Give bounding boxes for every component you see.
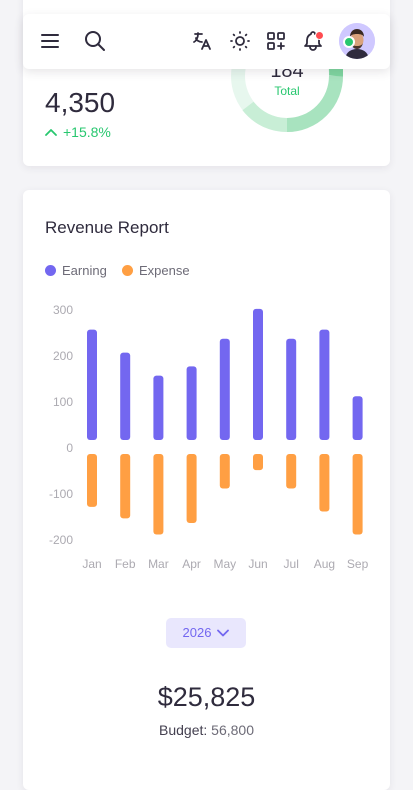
earning-bar[interactable]: [319, 329, 330, 440]
stat-value: 4,350: [45, 87, 116, 118]
card-title: Revenue Report: [45, 218, 169, 237]
revenue-report-card: Revenue Report Earning Expense 300 200 100…: [23, 190, 390, 790]
avatar[interactable]: [339, 23, 375, 59]
earning-bar[interactable]: [352, 396, 363, 440]
expense-bar[interactable]: [319, 454, 330, 512]
year-label: 2026: [182, 625, 212, 640]
donut-segment: [286, 75, 343, 132]
expense-bar[interactable]: [352, 454, 363, 535]
earning-bar[interactable]: [286, 338, 297, 440]
expense-bar[interactable]: [87, 454, 97, 507]
earning-bar[interactable]: [153, 375, 164, 440]
menu-icon[interactable]: [38, 29, 62, 53]
donut-label: Total: [274, 84, 300, 98]
donut-segment: [242, 101, 288, 132]
x-tick-label: May: [213, 557, 236, 571]
trend-indicator: +15.8%: [45, 124, 111, 140]
trend-value: +15.8%: [63, 124, 111, 140]
earning-bar[interactable]: [186, 366, 197, 440]
legend-label: Earning: [62, 263, 107, 278]
legend-expense[interactable]: Expense: [122, 263, 190, 278]
x-tick-label: Mar: [148, 557, 169, 571]
x-tick-label: Jun: [248, 557, 267, 571]
budget-label: Budget:: [159, 722, 208, 738]
earning-bar[interactable]: [253, 308, 263, 440]
legend-dot: [122, 265, 133, 276]
arrow-up-icon: [45, 124, 57, 140]
expense-bar[interactable]: [219, 454, 230, 489]
search-icon[interactable]: [83, 29, 107, 53]
expense-bar[interactable]: [153, 454, 164, 535]
earning-bar[interactable]: [219, 338, 230, 440]
earning-bar[interactable]: [120, 352, 131, 440]
x-tick-label: Aug: [314, 557, 335, 571]
y-tick-label: 300: [53, 303, 73, 317]
x-tick-label: Jul: [284, 557, 299, 571]
budget-value: 56,800: [211, 722, 254, 738]
revenue-bar-chart: 300 200 100 0 -100 -200 Jan Feb Mar Apr May Jun Jul A…: [49, 303, 369, 571]
legend-earning[interactable]: Earning: [45, 263, 107, 278]
y-tick-label: 200: [53, 349, 73, 363]
online-status-dot: [343, 36, 355, 48]
bell-icon[interactable]: [301, 29, 325, 53]
expense-bar[interactable]: [253, 454, 263, 471]
x-tick-label: Apr: [182, 557, 201, 571]
expense-bar[interactable]: [120, 454, 131, 519]
x-tick-label: Sep: [347, 557, 369, 571]
earning-bar[interactable]: [87, 329, 97, 440]
budget-amount: $25,825: [157, 682, 256, 712]
x-tick-label: Feb: [115, 557, 136, 571]
expense-bar[interactable]: [186, 454, 197, 523]
year-dropdown-button[interactable]: 2026: [166, 618, 246, 648]
translate-icon[interactable]: [191, 29, 215, 53]
grid-add-icon[interactable]: [264, 29, 288, 53]
y-tick-label: -100: [49, 487, 73, 501]
y-tick-label: -200: [49, 533, 73, 547]
notification-badge: [315, 31, 324, 40]
top-navbar: [23, 14, 390, 69]
chevron-down-icon: [217, 618, 230, 648]
legend-dot: [45, 265, 56, 276]
budget-line: Budget: 56,800: [23, 722, 390, 738]
expense-bar[interactable]: [286, 454, 297, 489]
x-tick-label: Jan: [82, 557, 101, 571]
sun-icon[interactable]: [228, 29, 252, 53]
y-tick-label: 100: [53, 395, 73, 409]
y-tick-label: 0: [66, 441, 73, 455]
legend-label: Expense: [139, 263, 190, 278]
